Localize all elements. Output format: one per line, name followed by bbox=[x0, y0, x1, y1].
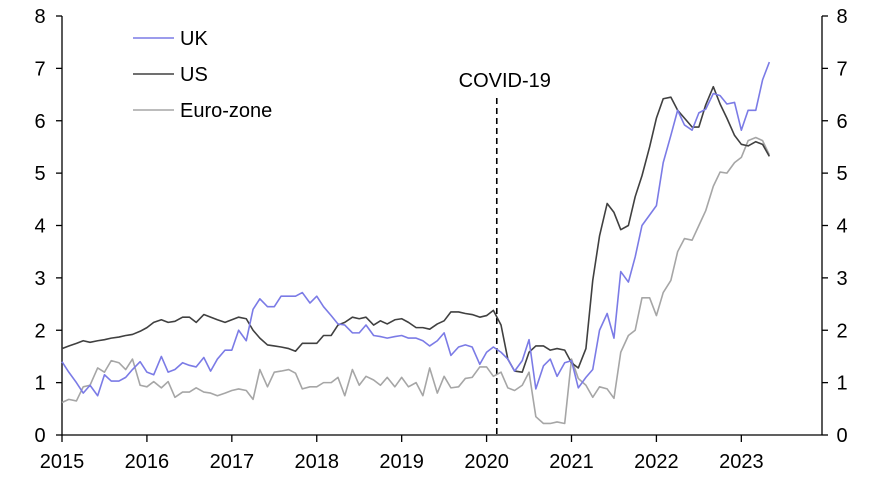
legend-label-us: US bbox=[180, 64, 208, 86]
axes: 0 0 1 1 2 2 3 3 4 4 5 5 6 6 7 7 8 8 2015 2016 2017 2018 2019 20… bbox=[34, 6, 847, 473]
y-tick-label-right: 7 bbox=[836, 58, 847, 80]
covid-label: COVID-19 bbox=[459, 70, 551, 92]
y-tick-label-left: 2 bbox=[34, 320, 45, 342]
y-tick-label-left: 0 bbox=[34, 425, 45, 447]
x-tick-label: 2015 bbox=[40, 451, 85, 473]
y-tick-label-right: 4 bbox=[836, 216, 847, 238]
y-tick-label-right: 1 bbox=[836, 373, 847, 395]
y-tick-label-right: 5 bbox=[836, 163, 847, 185]
x-tick-label: 2021 bbox=[549, 451, 594, 473]
x-tick-label: 2020 bbox=[464, 451, 509, 473]
x-tick-label: 2017 bbox=[210, 451, 255, 473]
x-tick-label: 2016 bbox=[125, 451, 170, 473]
y-tick-label-left: 5 bbox=[34, 163, 45, 185]
y-tick-label-right: 0 bbox=[836, 425, 847, 447]
series-line-uk bbox=[61, 61, 771, 397]
x-tick-label: 2019 bbox=[379, 451, 424, 473]
legend-label-uk: UK bbox=[180, 28, 208, 50]
covid-annotation: COVID-19 bbox=[459, 70, 551, 435]
y-tick-label-left: 7 bbox=[34, 58, 45, 80]
y-tick-label-right: 3 bbox=[836, 268, 847, 290]
series-line-euro-zone bbox=[61, 136, 771, 425]
series-lines bbox=[61, 61, 771, 425]
y-tick-label-left: 4 bbox=[34, 216, 45, 238]
x-tick-label: 2022 bbox=[634, 451, 679, 473]
y-tick-label-left: 6 bbox=[34, 111, 45, 133]
y-tick-label-left: 1 bbox=[34, 373, 45, 395]
y-tick-label-left: 3 bbox=[34, 268, 45, 290]
legend: UK US Euro-zone bbox=[133, 28, 272, 122]
y-tick-label-right: 8 bbox=[836, 6, 847, 28]
y-tick-label-right: 2 bbox=[836, 320, 847, 342]
series-line-us bbox=[61, 85, 771, 373]
legend-label-euro-zone: Euro-zone bbox=[180, 100, 272, 122]
y-tick-label-left: 8 bbox=[34, 6, 45, 28]
x-tick-label: 2018 bbox=[294, 451, 339, 473]
x-tick-label: 2023 bbox=[719, 451, 764, 473]
y-tick-label-right: 6 bbox=[836, 111, 847, 133]
